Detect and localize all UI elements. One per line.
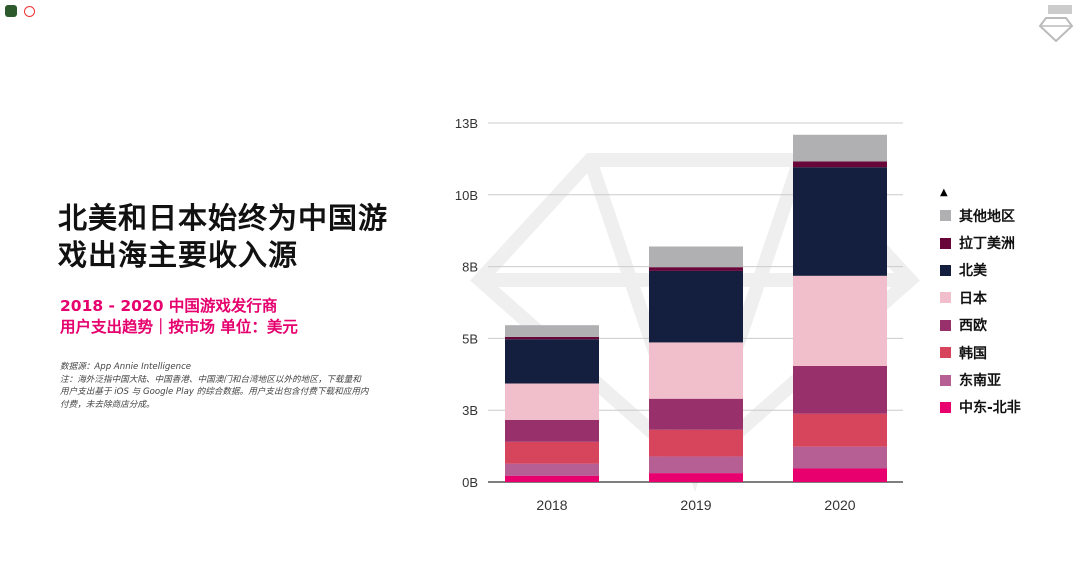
note-line: 付费，未去除商店分成。 [60,399,155,410]
bar-segment-韩国-2019 [649,429,743,457]
legend-label: 拉丁美洲 [959,236,1015,253]
legend-swatch [940,237,951,249]
app-shield-icon[interactable] [5,5,17,17]
y-tick-label: 8B [462,260,478,275]
legend-item: 韩国 [940,339,1021,366]
legend-label: 韩国 [959,345,987,362]
legend: 其他地区拉丁美洲北美日本西欧韩国东南亚中东-北非 [940,202,1021,421]
bar-segment-北美-2020 [793,167,887,276]
legend-item: 日本 [940,284,1021,311]
y-tick-label: 0B [462,475,478,490]
legend-swatch [940,210,951,222]
legend-label: 日本 [959,290,987,307]
bar-segment-东南亚-2019 [649,456,743,474]
bar-segment-日本-2020 [793,275,887,366]
bar-segment-西欧-2020 [793,365,887,414]
legend-item: 东南亚 [940,366,1021,393]
legend-swatch [940,319,951,331]
watermark-diamond-icon [1038,5,1074,42]
legend-item: 西欧 [940,312,1021,339]
subtitle-line: 用户支出趋势｜按市场 单位：美元 [60,318,298,336]
y-tick-label: 10B [455,188,478,203]
bar-segment-中东-北非-2020 [793,468,887,482]
bar-segment-韩国-2020 [793,413,887,447]
legend-label: 西欧 [959,318,987,335]
legend-swatch [940,292,951,304]
legend-item: 北美 [940,257,1021,284]
subtitle-line: 2018 - 2020 中国游戏发行商 [60,297,278,315]
legend-label: 北美 [959,263,987,280]
bar-segment-拉丁美洲-2020 [793,161,887,168]
bar-segment-拉丁美洲-2019 [649,267,743,271]
bar-segment-拉丁美洲-2018 [505,336,599,340]
legend-swatch [940,347,951,359]
legend-item: 其他地区 [940,202,1021,229]
note-line: 用户支出基于 iOS 与 Google Play 的综合数据。用户支出包含付费下… [60,387,369,397]
source-notes: 数据源：App Annie Intelligence 注：海外泛指中国大陆、中国… [60,361,390,411]
y-tick-label: 5B [462,331,478,346]
note-line: 注：海外泛指中国大陆、中国香港、中国澳门和台湾地区以外的地区，下载量和 [60,374,361,385]
x-tick-label: 2019 [680,497,711,513]
legend-label: 其他地区 [959,208,1015,225]
bar-segment-北美-2019 [649,270,743,343]
bar-segment-其他地区-2020 [793,134,887,162]
legend-swatch [940,374,951,386]
legend-label: 中东-北非 [959,400,1021,417]
chart-subtitle: 2018 - 2020 中国游戏发行商 用户支出趋势｜按市场 单位：美元 [60,296,298,338]
bar-segment-韩国-2018 [505,441,599,464]
bar-segment-东南亚-2020 [793,446,887,469]
bar-segment-中东-北非-2019 [649,473,743,482]
mouse-cursor: ▲ [940,187,948,198]
bar-segment-西欧-2018 [505,419,599,442]
legend-label: 东南亚 [959,373,1001,390]
bar-segment-日本-2019 [649,342,743,399]
bar-segment-西欧-2019 [649,398,743,430]
bar-segment-中东-北非-2018 [505,475,599,482]
page-title: 北美和日本始终为中国游 戏出海主要收入源 [58,200,388,274]
note-line: 数据源：App Annie Intelligence [60,362,192,372]
bar-segment-东南亚-2018 [505,463,599,476]
title-line: 戏出海主要收入源 [58,238,299,272]
legend-item: 中东-北非 [940,394,1021,421]
bar-segment-日本-2018 [505,383,599,420]
legend-swatch [940,401,951,413]
y-tick-label: 13B [455,116,478,131]
bar-segment-北美-2018 [505,339,599,384]
bar-segment-其他地区-2018 [505,325,599,337]
y-tick-label: 3B [462,403,478,418]
legend-item: 拉丁美洲 [940,229,1021,256]
app-record-icon[interactable] [24,6,35,17]
x-tick-label: 2018 [536,497,567,513]
x-tick-label: 2020 [824,497,855,513]
title-line: 北美和日本始终为中国游 [58,201,389,235]
legend-swatch [940,264,951,276]
bar-segment-其他地区-2019 [649,246,743,268]
